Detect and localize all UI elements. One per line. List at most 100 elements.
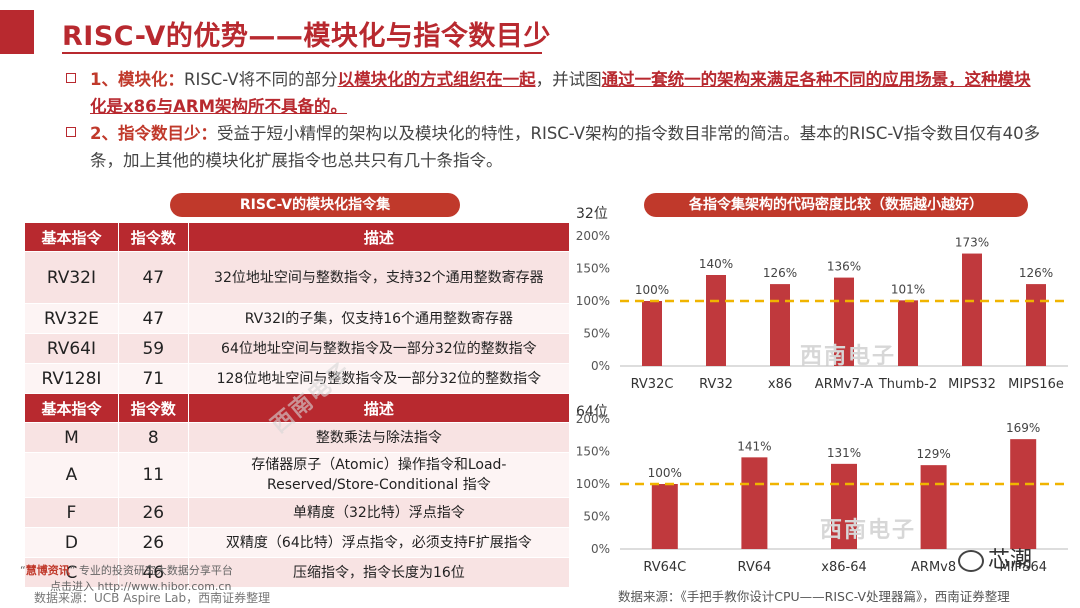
bar [1010, 439, 1037, 549]
table-header-row: 基本指令 指令数 描述 [24, 393, 571, 423]
x-tick-label: RV64 [738, 560, 772, 575]
table-row: RV32E 47 RV32I的子集，仅支持16个通用整数寄存器 [24, 303, 571, 334]
instruction-code: F [24, 497, 119, 528]
chart-64bit: 64位 0% 50% 100% 150% 200% 100% RV64C 141% RV64 131… [576, 404, 1068, 575]
y-tick-label: 100% [576, 477, 610, 491]
x-tick-label: MIPS32 [948, 377, 996, 392]
watermark: 西南电子 [820, 518, 917, 543]
title-underline [62, 52, 542, 54]
instruction-count: 11 [117, 452, 189, 498]
bar-value-label: 136% [827, 260, 861, 274]
bar [831, 463, 857, 549]
instruction-count: 26 [117, 497, 189, 528]
bullet-lead: 1、模块化： [90, 70, 184, 89]
instruction-desc: 32位地址空间与整数指令，支持32个通用整数寄存器 [187, 251, 571, 304]
chart-title: 各指令集架构的代码密度比较（数据越小越好） [644, 193, 1028, 217]
table-header-cell: 描述 [187, 222, 571, 252]
chart-panel-title: 64位 [576, 404, 608, 420]
table-row: RV64I 59 64位地址空间与整数指令及一部分32位的整数指令 [24, 333, 571, 364]
x-tick-label: ARMv8 [911, 560, 956, 575]
x-tick-label: MIPS64 [999, 560, 1047, 575]
bar [962, 253, 982, 366]
y-tick-label: 50% [583, 327, 610, 341]
table-header-cell: 基本指令 [24, 393, 119, 423]
instruction-code: M [24, 422, 119, 453]
chart-panel-title: 32位 [576, 206, 608, 222]
instruction-set-table: 基本指令 指令数 描述 RV32I 47 32位地址空间与整数指令，支持32个通用整数寄存… [24, 222, 571, 588]
bullet-square-icon [66, 127, 76, 137]
x-tick-label: ARMv7-A [815, 377, 874, 392]
bar [741, 457, 768, 549]
instruction-desc: 整数乘法与除法指令 [187, 422, 571, 453]
bar [642, 301, 662, 366]
x-tick-label: x86 [768, 377, 792, 392]
bar-value-label: 129% [916, 447, 950, 461]
bar-value-label: 100% [648, 466, 682, 480]
y-tick-label: 0% [591, 542, 610, 556]
bar [898, 300, 918, 366]
table-row: F 26 单精度（32比特）浮点指令 [24, 497, 571, 528]
x-tick-label: MIPS16e [1008, 377, 1064, 392]
x-tick-label: RV32C [631, 377, 674, 392]
table-row: M 8 整数乘法与除法指令 [24, 422, 571, 453]
y-tick-label: 100% [576, 294, 610, 308]
table-header-row: 基本指令 指令数 描述 [24, 222, 571, 252]
bullet-text: ，并试图 [535, 70, 602, 89]
footer-brand: “慧博资讯” 专业的投资研究大数据分享平台 [20, 564, 233, 577]
instruction-count: 47 [117, 251, 189, 304]
bullet-highlight: 通过一套统一的架构来满足各种不同的应用场景，这种模块化是x86与ARM架构所不具… [90, 70, 1031, 116]
wechat-badge: 芯潮 [958, 542, 1032, 574]
table-header-cell: 基本指令 [24, 222, 119, 252]
instruction-count: 26 [117, 527, 189, 558]
source-right: 数据来源：《手把手教你设计CPU——RISC-V处理器篇》，西南证券整理 [618, 589, 1010, 604]
bar-value-label: 101% [891, 282, 925, 296]
chart-32bit: 32位 0% 50% 100% 150% 200% 100% RV32C 140% RV32 126… [576, 206, 1068, 392]
bar [834, 277, 854, 366]
table-row: RV128I 71 128位地址空间与整数指令及一部分32位的整数指令 [24, 363, 571, 394]
y-tick-label: 150% [576, 445, 610, 459]
bullet-text: RISC-V将不同的部分 [183, 70, 338, 89]
wechat-label: 芯潮 [988, 548, 1033, 573]
x-tick-label: RV64C [643, 560, 686, 575]
bar-value-label: 173% [955, 236, 989, 250]
bar [770, 284, 790, 366]
instruction-desc: 128位地址空间与整数指令及一部分32位的整数指令 [187, 363, 571, 394]
footer-tagline: 专业的投资研究大数据分享平台 [78, 564, 233, 577]
bullet-square-icon [66, 73, 76, 83]
x-tick-label: Thumb-2 [878, 377, 937, 392]
bullet-text: 受益于短小精悍的架构以及模块化的特性，RISC-V架构的指令数目非常的简洁。基本… [90, 124, 1041, 170]
bullet-instruction-count: 2、指令数目少：受益于短小精悍的架构以及模块化的特性，RISC-V架构的指令数目… [66, 120, 1046, 174]
y-tick-label: 150% [576, 262, 610, 276]
bar-value-label: 140% [699, 257, 733, 271]
x-tick-label: RV32 [699, 377, 733, 392]
bar-value-label: 131% [827, 446, 861, 460]
instruction-code: D [24, 527, 119, 558]
instruction-desc: 压缩指令，指令长度为16位 [187, 557, 571, 588]
instruction-code: RV128I [24, 363, 119, 394]
footer-brand-name: 慧博资讯 [25, 564, 70, 577]
bar-value-label: 169% [1006, 421, 1040, 435]
instruction-desc: RV32I的子集，仅支持16个通用整数寄存器 [187, 303, 571, 334]
table-row: D 26 双精度（64比特）浮点指令，必须支持F扩展指令 [24, 527, 571, 558]
instruction-desc: 双精度（64比特）浮点指令，必须支持F扩展指令 [187, 527, 571, 558]
table-header-cell: 描述 [187, 393, 571, 423]
instruction-code: RV64I [24, 333, 119, 364]
instruction-count: 8 [117, 422, 189, 453]
table-row: C 46 压缩指令，指令长度为16位 [24, 557, 571, 588]
y-tick-label: 200% [576, 229, 610, 243]
table-row: RV32I 47 32位地址空间与整数指令，支持32个通用整数寄存器 [24, 251, 571, 304]
instruction-count: 47 [117, 303, 189, 334]
bar [1026, 284, 1046, 366]
bullet-lead: 2、指令数目少： [90, 124, 217, 143]
source-left: 数据来源：UCB Aspire Lab，西南证券整理 [34, 591, 271, 605]
footer-link[interactable]: 点击进入 http://www.hibor.com.cn [50, 580, 232, 593]
instruction-code: C [24, 557, 119, 588]
wechat-icon [958, 550, 984, 572]
instruction-count: 46 [117, 557, 189, 588]
table-header-cell: 指令数 [117, 393, 189, 423]
table-header-cell: 指令数 [117, 222, 189, 252]
bar-value-label: 141% [737, 439, 771, 453]
y-tick-label: 0% [591, 359, 610, 373]
instruction-desc: 64位地址空间与整数指令及一部分32位的整数指令 [187, 333, 571, 364]
bullet-list: 1、模块化：RISC-V将不同的部分以模块化的方式组织在一起，并试图通过一套统一… [66, 66, 1046, 174]
